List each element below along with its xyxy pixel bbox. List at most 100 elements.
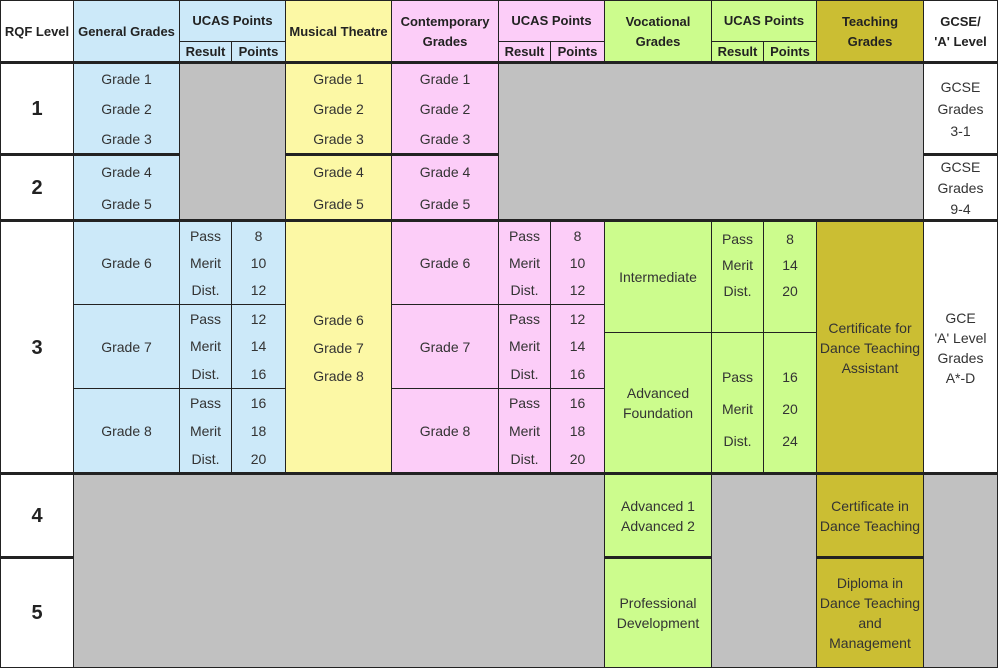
grade-label: Grade 5 bbox=[313, 196, 364, 212]
gcse-text: GCE bbox=[945, 310, 976, 326]
musical-level-3: Grade 6 Grade 7 Grade 8 bbox=[285, 219, 392, 474]
points-value: 12 bbox=[250, 282, 267, 299]
rqf-level-5: 5 bbox=[0, 556, 74, 668]
result-label: Dist. bbox=[191, 282, 220, 299]
grade-label: Grade 5 bbox=[419, 196, 471, 212]
result-label: Dist. bbox=[723, 283, 752, 299]
contemporary-points-grade-8: 16 18 20 bbox=[550, 388, 605, 474]
header-ucas-points-contemporary: UCAS Points bbox=[498, 0, 605, 42]
points-value: 16 bbox=[250, 366, 267, 383]
grade-label: Grade 4 bbox=[419, 164, 471, 180]
header-rqf-level: RQF Level bbox=[0, 0, 74, 63]
points-value: 16 bbox=[569, 395, 586, 411]
header-general-grades: General Grades bbox=[73, 0, 180, 63]
contemporary-result-grade-7: Pass Merit Dist. bbox=[498, 304, 551, 389]
contemporary-result-grade-6: Pass Merit Dist. bbox=[498, 219, 551, 305]
grade-label: Grade 3 bbox=[419, 131, 471, 147]
rqf-level-3: 3 bbox=[0, 219, 74, 474]
points-value: 20 bbox=[782, 401, 798, 417]
grade-label: Grade 1 bbox=[419, 71, 471, 87]
points-value: 16 bbox=[569, 366, 586, 383]
gcse-text: Grades bbox=[937, 350, 984, 366]
contemporary-result-grade-8: Pass Merit Dist. bbox=[498, 388, 551, 474]
points-value: 10 bbox=[250, 254, 267, 271]
header-contemporary-grades: Contemporary Grades bbox=[391, 0, 499, 63]
points-value: 14 bbox=[250, 338, 267, 355]
grade-label: Grade 3 bbox=[313, 131, 364, 147]
points-value: 14 bbox=[569, 338, 586, 355]
grade-label: Advanced 1 bbox=[621, 498, 695, 514]
general-result-grade-6: Pass Merit Dist. bbox=[179, 219, 232, 305]
vocational-advanced-foundation: Advanced Foundation bbox=[604, 332, 712, 474]
gcse-text: GCSE bbox=[940, 158, 981, 175]
result-label: Pass bbox=[508, 395, 541, 411]
gcse-text: 3-1 bbox=[950, 123, 971, 139]
result-label: Dist. bbox=[510, 451, 539, 467]
general-result-grade-7: Pass Merit Dist. bbox=[179, 304, 232, 389]
result-label: Dist. bbox=[723, 433, 752, 449]
result-label: Pass bbox=[721, 231, 754, 247]
contemporary-grade-7: Grade 7 bbox=[391, 304, 499, 389]
general-grades-level-2: Grade 4 Grade 5 bbox=[73, 153, 180, 221]
vocational-points-advanced: 16 20 24 bbox=[763, 332, 817, 474]
general-points-grade-8: 16 18 20 bbox=[231, 388, 286, 474]
result-label: Merit bbox=[721, 401, 754, 417]
points-value: 8 bbox=[573, 227, 582, 244]
teaching-assistant-certificate: Certificate for Dance Teaching Assistant bbox=[816, 219, 924, 474]
grade-label: Grade 4 bbox=[101, 164, 152, 180]
result-label: Merit bbox=[189, 423, 222, 439]
points-value: 12 bbox=[569, 282, 586, 299]
result-label: Dist. bbox=[510, 366, 539, 383]
gcse-text: A*-D bbox=[945, 370, 976, 386]
points-value: 8 bbox=[254, 227, 263, 244]
points-value: 10 bbox=[569, 254, 586, 271]
empty-block-levels-4-5 bbox=[73, 472, 605, 668]
grade-label: Grade 1 bbox=[101, 71, 152, 87]
points-value: 18 bbox=[250, 423, 267, 439]
points-value: 20 bbox=[569, 451, 586, 467]
gcse-text: GCSE bbox=[940, 79, 981, 95]
rqf-level-2: 2 bbox=[0, 153, 74, 221]
result-label: Merit bbox=[508, 254, 541, 271]
points-value: 16 bbox=[782, 369, 798, 385]
gcse-level-2: GCSE Grades 9-4 bbox=[923, 153, 998, 221]
header-result-contemporary: Result bbox=[498, 41, 551, 63]
gcse-empty-levels-4-5 bbox=[923, 472, 998, 668]
result-label: Merit bbox=[508, 338, 541, 355]
rqf-level-1: 1 bbox=[0, 61, 74, 155]
result-label: Pass bbox=[189, 310, 222, 327]
grade-label: Grade 2 bbox=[313, 101, 364, 117]
header-result-vocational: Result bbox=[711, 41, 764, 63]
vocational-ucas-empty-levels-4-5 bbox=[711, 472, 817, 668]
contemporary-points-grade-7: 12 14 16 bbox=[550, 304, 605, 389]
vocational-points-intermediate: 8 14 20 bbox=[763, 219, 817, 333]
contemporary-points-grade-6: 8 10 12 bbox=[550, 219, 605, 305]
general-grades-level-1: Grade 1 Grade 2 Grade 3 bbox=[73, 61, 180, 155]
points-value: 24 bbox=[782, 433, 798, 449]
header-teaching-grades: Teaching Grades bbox=[816, 0, 924, 63]
grade-label: Grade 8 bbox=[313, 367, 364, 384]
result-label: Dist. bbox=[191, 451, 220, 467]
header-points-vocational: Points bbox=[763, 41, 817, 63]
header-ucas-points-general: UCAS Points bbox=[179, 0, 286, 42]
teaching-certificate: Certificate in Dance Teaching bbox=[816, 472, 924, 558]
general-grade-8: Grade 8 bbox=[73, 388, 180, 474]
vocational-result-intermediate: Pass Merit Dist. bbox=[711, 219, 764, 333]
header-points-contemporary: Points bbox=[550, 41, 605, 63]
gcse-level-3: GCE 'A' Level Grades A*-D bbox=[923, 219, 998, 474]
points-value: 14 bbox=[782, 257, 798, 273]
grade-label: Grade 5 bbox=[101, 196, 152, 212]
points-value: 20 bbox=[250, 451, 267, 467]
header-musical-theatre: Musical Theatre bbox=[285, 0, 392, 63]
musical-level-1: Grade 1 Grade 2 Grade 3 bbox=[285, 61, 392, 155]
general-result-grade-8: Pass Merit Dist. bbox=[179, 388, 232, 474]
gcse-text: Grades bbox=[937, 179, 984, 196]
teaching-diploma: Diploma in Dance Teaching and Management bbox=[816, 556, 924, 668]
result-label: Pass bbox=[508, 227, 541, 244]
gcse-level-1: GCSE Grades 3-1 bbox=[923, 61, 998, 155]
vocational-professional-development: Professional Development bbox=[604, 556, 712, 668]
contemporary-level-2: Grade 4 Grade 5 bbox=[391, 153, 499, 221]
result-label: Dist. bbox=[510, 282, 539, 299]
header-vocational-grades: Vocational Grades bbox=[604, 0, 712, 63]
header-points-general: Points bbox=[231, 41, 286, 63]
